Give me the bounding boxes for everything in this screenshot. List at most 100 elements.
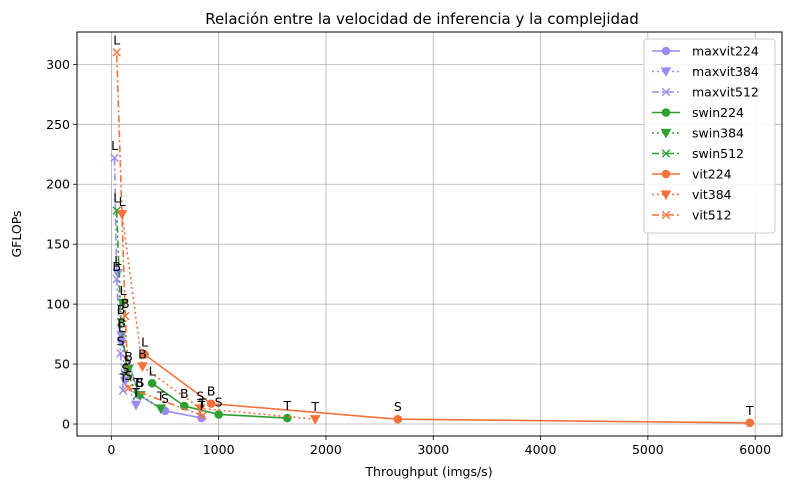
point-label: S [394, 399, 402, 414]
data-point [309, 415, 321, 425]
legend-label: vit384 [692, 187, 732, 202]
data-point [745, 418, 755, 428]
legend-item: vit512 [652, 208, 732, 223]
x-tick-label: 1000 [203, 442, 235, 457]
y-tick-label: 250 [46, 117, 70, 132]
legend-label: swin384 [692, 126, 744, 141]
data-point [206, 399, 216, 408]
point-label: T [282, 398, 291, 413]
point-label: T [198, 396, 207, 411]
point-label: S [121, 361, 129, 376]
data-point [112, 48, 121, 57]
point-label: B [124, 349, 133, 364]
legend-item: vit384 [652, 187, 732, 202]
series-vit512 [112, 48, 207, 420]
point-label: L [111, 138, 118, 153]
data-point [393, 414, 403, 424]
point-label: S [161, 391, 169, 406]
legend-marker [661, 149, 671, 158]
legend-marker [661, 210, 671, 220]
point-label: B [135, 375, 144, 390]
legend-item: swin224 [652, 105, 744, 120]
x-tick-label: 5000 [632, 442, 664, 457]
series-line [115, 210, 138, 396]
data-point [137, 362, 148, 372]
data-point [283, 413, 292, 423]
data-point [195, 404, 206, 414]
legend-item: swin384 [652, 126, 744, 141]
legend: maxvit224 maxvit384 maxvit512 swin224 swin38… [643, 38, 776, 234]
legend-item: maxvit224 [652, 44, 759, 59]
point-label: L [120, 283, 127, 298]
point-label: T [118, 370, 127, 385]
data-point [140, 350, 149, 359]
y-tick-label: 300 [46, 57, 70, 72]
legend-marker [660, 190, 672, 201]
plot-frame [76, 31, 783, 437]
legend-label: maxvit512 [692, 85, 759, 100]
point-label: B [117, 315, 126, 330]
point-label: T [197, 398, 206, 413]
x-tick-label: 2000 [310, 442, 342, 457]
point-label: L [119, 194, 126, 209]
point-label: S [196, 388, 204, 403]
point-label: L [113, 32, 120, 47]
y-axis-ticks: 0 50 100 150 200 250 300 [46, 57, 77, 432]
series-swin512 [112, 206, 142, 400]
point-label: T [745, 403, 754, 418]
legend-item: swin512 [652, 146, 744, 161]
legend-marker [660, 67, 672, 78]
x-tick-label: 0 [107, 442, 115, 457]
point-label: T [156, 388, 165, 403]
legend-label: maxvit224 [692, 44, 759, 59]
data-point [155, 404, 167, 414]
legend-marker [661, 87, 671, 97]
point-label: L [113, 191, 120, 206]
data-point [130, 400, 142, 411]
series-line [115, 52, 203, 417]
point-label: S [123, 352, 131, 367]
data-point [124, 383, 133, 393]
point-label: S [125, 368, 133, 383]
data-point [118, 386, 128, 395]
grid-lines [77, 32, 782, 436]
legend-box [643, 38, 776, 234]
y-tick-label: 150 [46, 237, 70, 252]
series-layer [110, 48, 755, 428]
series-vit224 [140, 350, 755, 428]
data-point [116, 348, 125, 358]
legend-label: maxvit384 [692, 64, 759, 79]
legend-item: maxvit512 [652, 85, 759, 100]
point-label: L [141, 334, 148, 349]
legend-marker [660, 128, 672, 139]
point-label: B [207, 384, 216, 399]
y-tick-label: 0 [62, 417, 70, 432]
x-tick-label: 6000 [739, 442, 771, 457]
x-axis-title: Throughput (imgs/s) [364, 464, 492, 479]
y-tick-label: 100 [46, 297, 70, 312]
data-point [116, 317, 126, 327]
x-tick-label: 3000 [417, 442, 449, 457]
legend-label: swin224 [692, 105, 744, 120]
point-label: S [136, 375, 144, 390]
series-line [144, 353, 750, 424]
point-label: B [112, 259, 121, 274]
legend-marker [661, 169, 671, 179]
point-label: T [310, 399, 319, 414]
legend-item: vit224 [652, 167, 732, 182]
point-label: S [116, 333, 124, 348]
data-point [198, 411, 207, 420]
point-label: L [149, 363, 156, 378]
point-label: S [215, 394, 223, 409]
data-point [112, 268, 124, 279]
legend-marker [661, 108, 671, 117]
point-label: B [121, 296, 130, 311]
legend-item: maxvit384 [652, 64, 759, 79]
data-point [110, 153, 119, 163]
legend-label: vit224 [692, 167, 732, 182]
legend-label: swin512 [692, 146, 744, 161]
series-line [121, 214, 316, 421]
y-tick-label: 50 [54, 357, 70, 372]
chart-title: Relación entre la velocidad de inferenci… [205, 10, 639, 28]
